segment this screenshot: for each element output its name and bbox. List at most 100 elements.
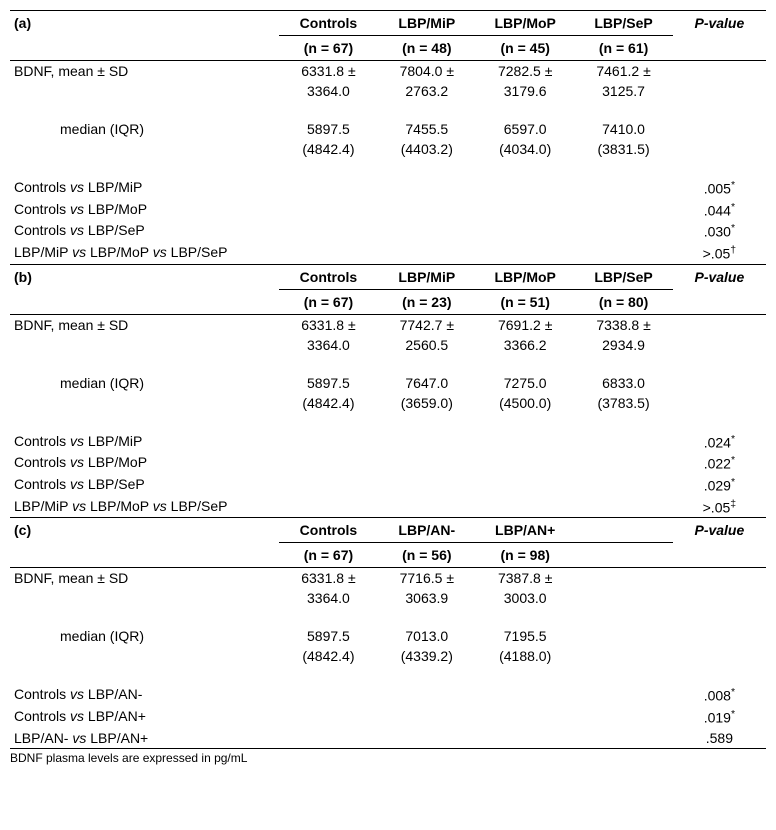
mean-cell: 3179.6 [476, 81, 574, 101]
mean-cell: 7742.7 ± [378, 314, 476, 335]
median-cell: 6597.0 [476, 119, 574, 139]
median-cell: (3783.5) [574, 393, 672, 413]
median-label: median (IQR) [10, 119, 279, 139]
median-cell: (4842.4) [279, 393, 377, 413]
mean-cell: 7338.8 ± [574, 314, 672, 335]
median-cell: (4500.0) [476, 393, 574, 413]
col-subheader: (n = 80) [574, 289, 672, 314]
mean-label: BDNF, mean ± SD [10, 568, 279, 589]
col-header: LBP/AN+ [476, 518, 574, 543]
median-label: median (IQR) [10, 626, 279, 646]
mean-cell: 3364.0 [279, 588, 377, 608]
median-cell: 7410.0 [574, 119, 672, 139]
median-cell: (3831.5) [574, 139, 672, 159]
mean-cell: 3366.2 [476, 335, 574, 355]
mean-cell: 3364.0 [279, 81, 377, 101]
pvalue-cell: .019* [673, 706, 766, 728]
mean-cell: 3003.0 [476, 588, 574, 608]
mean-label: BDNF, mean ± SD [10, 61, 279, 82]
median-cell: 7275.0 [476, 373, 574, 393]
col-subheader: (n = 67) [279, 543, 377, 568]
median-cell: (4188.0) [476, 646, 574, 666]
comparison-label: LBP/AN- vs LBP/AN+ [10, 728, 279, 749]
comparison-label: Controls vs LBP/SeP [10, 474, 279, 496]
section-label: (b) [10, 264, 279, 314]
comparison-label: Controls vs LBP/MoP [10, 452, 279, 474]
median-cell [574, 646, 672, 666]
comparison-label: LBP/MiP vs LBP/MoP vs LBP/SeP [10, 242, 279, 264]
bdnf-table: (a)ControlsLBP/MiPLBP/MoPLBP/SePP-value(… [10, 10, 766, 749]
median-cell: 6833.0 [574, 373, 672, 393]
pvalue-header: P-value [673, 11, 766, 61]
mean-cell: 3364.0 [279, 335, 377, 355]
mean-cell: 6331.8 ± [279, 61, 377, 82]
col-header: Controls [279, 11, 377, 36]
median-cell: 5897.5 [279, 626, 377, 646]
mean-cell: 6331.8 ± [279, 314, 377, 335]
col-header: LBP/MoP [476, 11, 574, 36]
col-subheader: (n = 61) [574, 36, 672, 61]
pvalue-cell: .589 [673, 728, 766, 749]
median-cell: (3659.0) [378, 393, 476, 413]
median-cell: 5897.5 [279, 119, 377, 139]
median-cell: 7195.5 [476, 626, 574, 646]
comparison-label: Controls vs LBP/AN+ [10, 706, 279, 728]
mean-cell: 2560.5 [378, 335, 476, 355]
pvalue-cell: .044* [673, 199, 766, 221]
col-header: LBP/MiP [378, 11, 476, 36]
comparison-label: LBP/MiP vs LBP/MoP vs LBP/SeP [10, 496, 279, 518]
mean-cell: 7691.2 ± [476, 314, 574, 335]
pvalue-cell: .022* [673, 452, 766, 474]
col-subheader: (n = 51) [476, 289, 574, 314]
col-subheader: (n = 45) [476, 36, 574, 61]
pvalue-header: P-value [673, 264, 766, 314]
col-subheader [574, 543, 672, 568]
col-subheader: (n = 98) [476, 543, 574, 568]
col-subheader: (n = 56) [378, 543, 476, 568]
mean-cell: 7387.8 ± [476, 568, 574, 589]
mean-cell: 7716.5 ± [378, 568, 476, 589]
col-header [574, 518, 672, 543]
median-cell: (4403.2) [378, 139, 476, 159]
comparison-label: Controls vs LBP/SeP [10, 220, 279, 242]
median-cell: 7647.0 [378, 373, 476, 393]
col-subheader: (n = 67) [279, 289, 377, 314]
section-label: (a) [10, 11, 279, 61]
pvalue-cell: .005* [673, 177, 766, 199]
pvalue-cell: .029* [673, 474, 766, 496]
col-header: Controls [279, 518, 377, 543]
footnote: BDNF plasma levels are expressed in pg/m… [10, 749, 766, 765]
pvalue-cell: >.05† [673, 242, 766, 264]
pvalue-cell: .008* [673, 684, 766, 706]
mean-cell [574, 568, 672, 589]
col-header: LBP/SeP [574, 264, 672, 289]
col-header: Controls [279, 264, 377, 289]
mean-cell: 2934.9 [574, 335, 672, 355]
col-header: LBP/MiP [378, 264, 476, 289]
section-label: (c) [10, 518, 279, 568]
mean-cell: 7804.0 ± [378, 61, 476, 82]
pvalue-header: P-value [673, 518, 766, 568]
pvalue-cell: .030* [673, 220, 766, 242]
pvalue-cell: .024* [673, 431, 766, 453]
mean-cell [574, 588, 672, 608]
median-label: median (IQR) [10, 373, 279, 393]
median-cell [574, 626, 672, 646]
mean-cell: 6331.8 ± [279, 568, 377, 589]
mean-cell: 7282.5 ± [476, 61, 574, 82]
col-header: LBP/MoP [476, 264, 574, 289]
col-header: LBP/SeP [574, 11, 672, 36]
comparison-label: Controls vs LBP/MiP [10, 431, 279, 453]
mean-cell: 3125.7 [574, 81, 672, 101]
median-cell: 7455.5 [378, 119, 476, 139]
comparison-label: Controls vs LBP/AN- [10, 684, 279, 706]
median-cell: (4842.4) [279, 139, 377, 159]
col-subheader: (n = 48) [378, 36, 476, 61]
median-cell: 7013.0 [378, 626, 476, 646]
mean-cell: 3063.9 [378, 588, 476, 608]
comparison-label: Controls vs LBP/MiP [10, 177, 279, 199]
mean-label: BDNF, mean ± SD [10, 314, 279, 335]
col-header: LBP/AN- [378, 518, 476, 543]
median-cell: (4339.2) [378, 646, 476, 666]
pvalue-cell: >.05‡ [673, 496, 766, 518]
